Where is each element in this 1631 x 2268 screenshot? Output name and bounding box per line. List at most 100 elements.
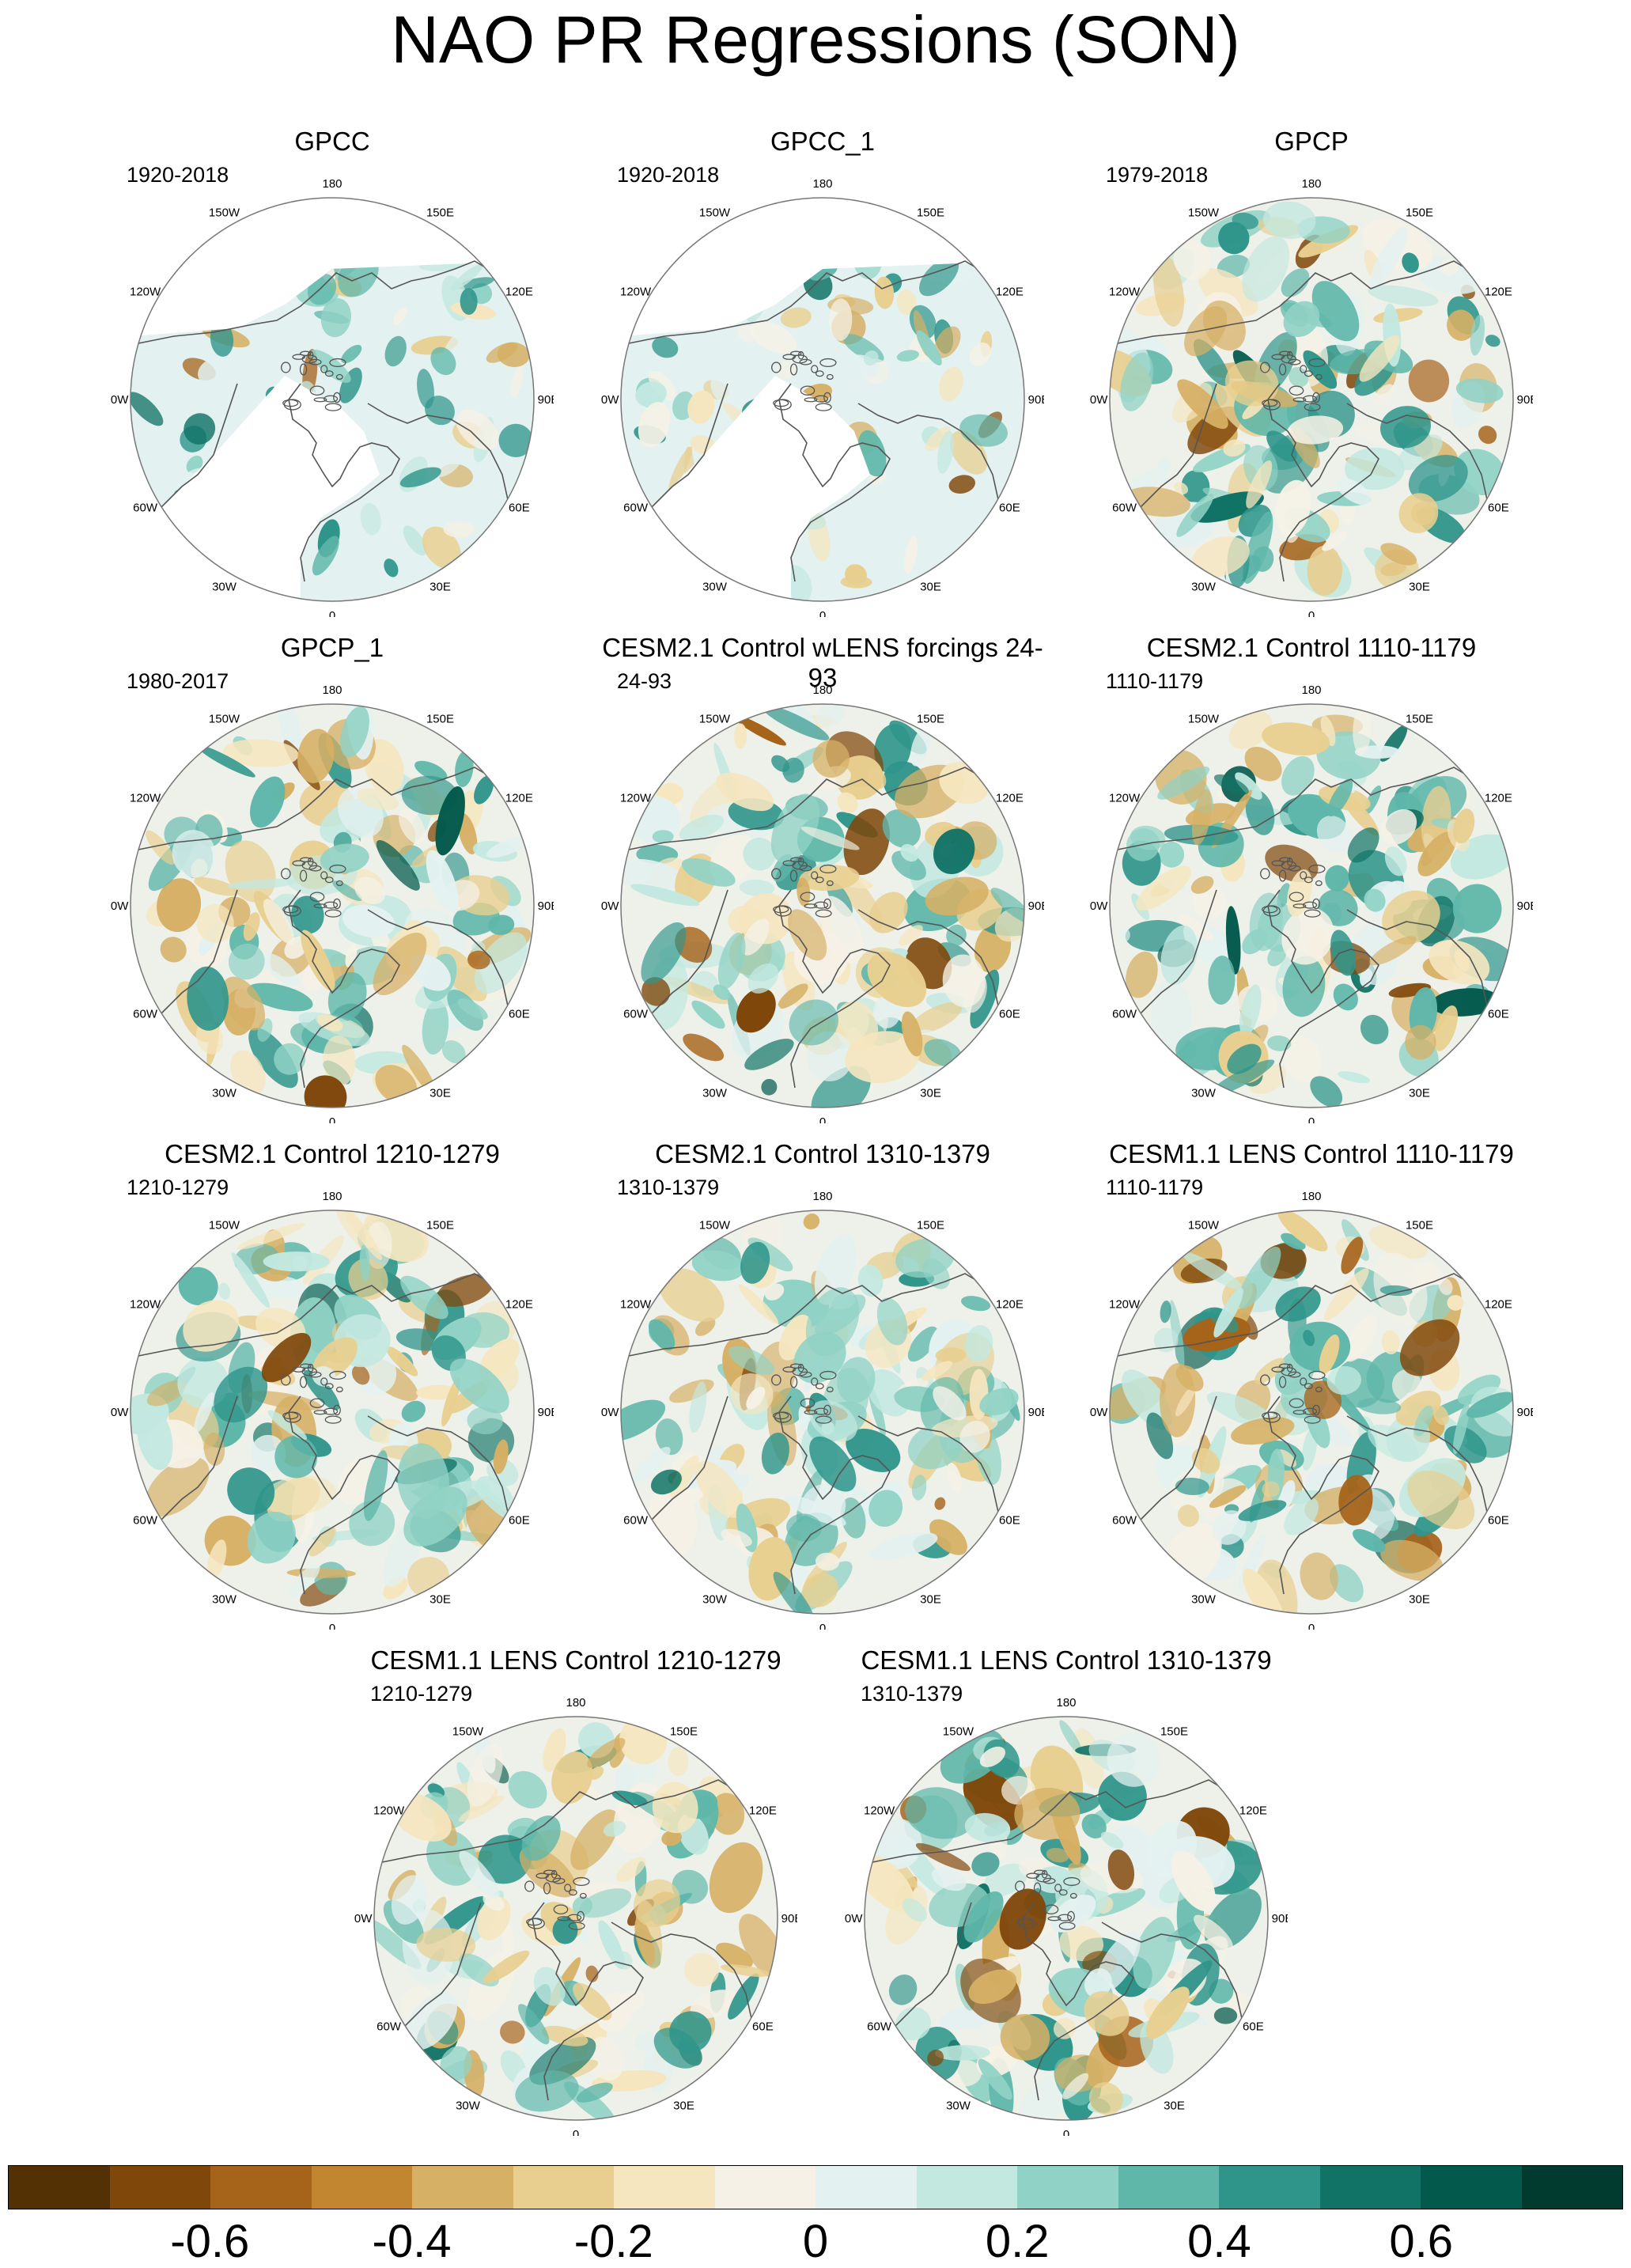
- colorbar-swatch: [1521, 2166, 1622, 2209]
- longitude-label: 180: [1301, 177, 1321, 191]
- coastline: [1129, 383, 1217, 519]
- coastline: [1267, 383, 1379, 582]
- precip-anomaly-patch: [937, 430, 955, 474]
- precip-anomaly-patch: [669, 2011, 712, 2053]
- panel-title: GPCP: [1274, 127, 1349, 156]
- longitude-label: 30W: [456, 2099, 481, 2112]
- precip-anomaly-patch: [384, 558, 399, 577]
- longitude-label: 90W: [1090, 393, 1108, 407]
- precip-anomaly-patch: [475, 1484, 513, 1520]
- map-panel: 180 150E 120E 90E 60E 30E 0 30W 60W 90W 120W 150W CE…: [1090, 633, 1533, 1123]
- longitude-label: 60W: [133, 1008, 158, 1021]
- precip-anomaly-patch: [137, 1405, 173, 1471]
- precip-anomaly-patch: [709, 1842, 763, 1914]
- longitude-label: 180: [322, 177, 342, 191]
- precip-anomaly-patch: [882, 809, 921, 848]
- precip-anomaly-patch: [1453, 808, 1475, 844]
- precip-anomaly-patch: [770, 793, 819, 863]
- precip-anomaly-patch: [1357, 1398, 1402, 1414]
- panel-period: 1210-1279: [127, 1176, 229, 1199]
- precip-anomaly-patch: [728, 1346, 775, 1376]
- longitude-label: 90W: [601, 899, 619, 913]
- map-panel: 180 150E 120E 90E 60E 30E 0 30W 60W 90W 120W 150W GP…: [601, 127, 1044, 617]
- precip-anomaly-patch: [1246, 460, 1273, 509]
- longitude-label: 120E: [1485, 286, 1512, 299]
- longitude-label: 60E: [509, 502, 530, 515]
- precip-anomaly-patch: [384, 335, 407, 367]
- precip-anomaly-patch: [681, 858, 736, 887]
- map-boundary: [620, 197, 1025, 602]
- longitude-label: 180: [322, 683, 342, 697]
- colorbar-swatch: [412, 2166, 513, 2209]
- coastline: [1022, 1902, 1134, 2101]
- precip-anomaly-patch: [710, 1793, 745, 1835]
- precip-anomaly-patch: [1381, 1330, 1400, 1355]
- coastline: [640, 889, 728, 1025]
- longitude-label: 60W: [133, 1514, 158, 1528]
- coastline: [1267, 889, 1379, 1089]
- precip-anomaly-patch: [1455, 378, 1504, 403]
- precip-anomaly-patch: [1470, 314, 1485, 356]
- longitude-label: 60E: [752, 2020, 774, 2034]
- longitude-label: 90W: [111, 899, 129, 913]
- longitude-label: 90E: [1517, 899, 1533, 913]
- precip-anomaly-patch: [400, 1275, 448, 1320]
- longitude-label: 120W: [130, 286, 161, 299]
- precip-anomaly-patch: [1054, 2054, 1105, 2092]
- precip-anomaly-patch: [1380, 543, 1417, 566]
- precip-anomaly-patch: [460, 288, 478, 315]
- longitude-label: 90W: [601, 1406, 619, 1419]
- precip-anomaly-patch: [1369, 936, 1417, 966]
- precip-anomaly-patch: [486, 835, 533, 858]
- precip-anomaly-patch: [1379, 1285, 1413, 1297]
- precip-anomaly-patch: [1034, 1866, 1073, 1894]
- longitude-label: 120E: [1239, 1804, 1267, 1818]
- longitude-label: 30E: [673, 2099, 694, 2112]
- precip-anomaly-patch: [1262, 201, 1316, 239]
- precip-anomaly-patch: [979, 1388, 1019, 1416]
- longitude-label: 90W: [111, 1406, 129, 1419]
- coastline: [149, 1395, 238, 1532]
- precip-anomaly-patch: [789, 999, 838, 1046]
- precip-anomaly-patch: [829, 298, 853, 341]
- precip-anomaly-patch: [942, 954, 986, 1008]
- precip-anomaly-patch: [1198, 268, 1258, 316]
- precip-anomaly-patch: [661, 1830, 682, 1846]
- precip-anomaly-patch: [765, 1283, 785, 1301]
- longitude-label: 60W: [133, 502, 158, 515]
- precip-anomaly-patch: [349, 1500, 395, 1547]
- precip-anomaly-patch: [1330, 1564, 1364, 1603]
- precip-anomaly-patch: [896, 350, 920, 362]
- precip-anomaly-patch: [720, 1964, 770, 1977]
- precip-anomaly-patch: [1174, 482, 1189, 494]
- longitude-label: 30E: [430, 1086, 451, 1100]
- precip-anomaly-patch: [1440, 258, 1459, 277]
- precip-anomaly-patch: [1179, 914, 1214, 941]
- precip-anomaly-patch: [1191, 536, 1250, 577]
- longitude-label: 0: [573, 2128, 579, 2136]
- precip-anomaly-patch: [621, 1399, 666, 1442]
- precip-anomaly-patch: [578, 1888, 632, 1918]
- precip-anomaly-patch: [1345, 1315, 1378, 1362]
- polar-map: 180 150E 120E 90E 60E 30E 0 30W 60W 90W 120W 150W: [601, 683, 1044, 1123]
- longitude-label: 30W: [702, 1086, 728, 1100]
- precip-anomaly-patch: [933, 1386, 967, 1421]
- precip-anomaly-patch: [1223, 439, 1246, 457]
- precip-anomaly-patch: [1408, 455, 1468, 502]
- precip-anomaly-patch: [815, 1552, 840, 1571]
- precip-anomaly-patch: [467, 1407, 503, 1435]
- precip-anomaly-patch: [1254, 1559, 1298, 1614]
- precip-anomaly-patch: [907, 1326, 938, 1362]
- precip-anomaly-patch: [1438, 1278, 1453, 1296]
- longitude-label: 30W: [946, 2099, 971, 2112]
- longitude-label: 60E: [1488, 1008, 1509, 1021]
- precip-anomaly-patch: [274, 1435, 318, 1479]
- precip-anomaly-patch: [846, 1429, 901, 1472]
- colorbar-swatch: [1017, 2166, 1118, 2209]
- precip-anomaly-patch: [1284, 1497, 1319, 1535]
- precip-anomaly-patch: [1218, 221, 1250, 255]
- precip-anomaly-patch: [416, 1927, 476, 1962]
- precip-anomaly-patch: [1275, 479, 1311, 536]
- longitude-label: 120E: [1485, 1298, 1512, 1312]
- anomaly-field: [621, 704, 1024, 1107]
